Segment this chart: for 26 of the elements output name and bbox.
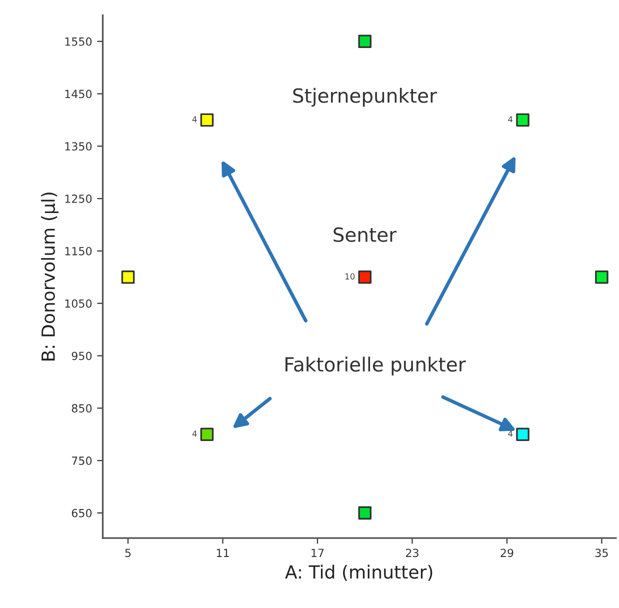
annotation: Stjernepunkter xyxy=(293,88,438,107)
x-tick-label: 11 xyxy=(216,548,229,557)
y-tick-label: 650 xyxy=(72,508,92,518)
x-tick-label: 35 xyxy=(595,548,608,558)
y-tick-label: 950 xyxy=(72,352,92,360)
annotation: 4 xyxy=(192,116,197,122)
y-tick-label: 1350 xyxy=(65,142,92,151)
x-tick-label: 17 xyxy=(312,548,324,557)
x-tick-label: 29 xyxy=(500,548,514,558)
annotation: 4 xyxy=(508,430,513,437)
annotation: 4 xyxy=(508,116,513,122)
annotation: Senter xyxy=(334,227,397,242)
y-tick-label: 750 xyxy=(72,456,92,465)
annotation: 4 xyxy=(192,430,197,437)
annotation: 10 xyxy=(345,273,355,280)
y-tick-label: 850 xyxy=(72,404,92,413)
y-tick-label: 1450 xyxy=(65,90,92,98)
y-tick-label: 1050 xyxy=(65,299,92,308)
y-axis-title: B: Donorvolum (µl) xyxy=(41,192,59,360)
annotation: Faktorielle punkter xyxy=(286,356,466,376)
x-tick-label: 5 xyxy=(125,548,131,558)
y-tick-label: 1250 xyxy=(65,194,92,203)
x-tick-label: 23 xyxy=(406,548,418,558)
y-tick-label: 1550 xyxy=(65,37,92,46)
x-axis-title: A: Tid (minutter) xyxy=(285,564,432,581)
y-tick-label: 1150 xyxy=(65,246,92,256)
